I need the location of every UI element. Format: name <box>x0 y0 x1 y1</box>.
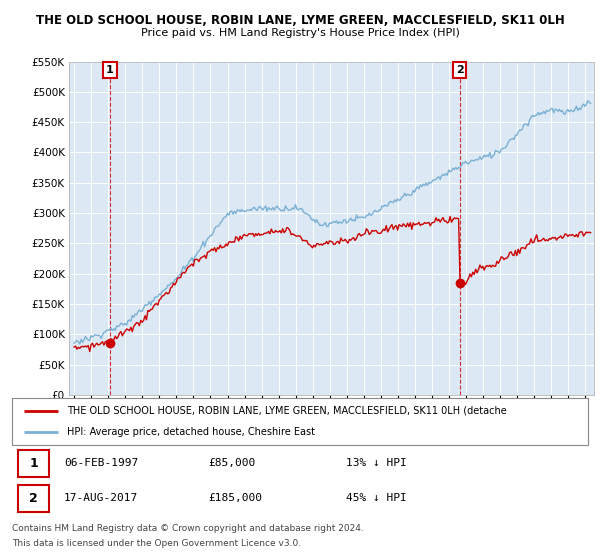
Text: THE OLD SCHOOL HOUSE, ROBIN LANE, LYME GREEN, MACCLESFIELD, SK11 0LH: THE OLD SCHOOL HOUSE, ROBIN LANE, LYME G… <box>35 14 565 27</box>
Text: 1: 1 <box>106 65 114 75</box>
Text: Price paid vs. HM Land Registry's House Price Index (HPI): Price paid vs. HM Land Registry's House … <box>140 28 460 38</box>
Text: 06-FEB-1997: 06-FEB-1997 <box>64 459 138 468</box>
Text: 1: 1 <box>29 457 38 470</box>
Text: This data is licensed under the Open Government Licence v3.0.: This data is licensed under the Open Gov… <box>12 539 301 548</box>
Text: £85,000: £85,000 <box>208 459 255 468</box>
Text: Contains HM Land Registry data © Crown copyright and database right 2024.: Contains HM Land Registry data © Crown c… <box>12 524 364 533</box>
Bar <box>18 450 49 477</box>
Text: 2: 2 <box>456 65 464 75</box>
Text: 45% ↓ HPI: 45% ↓ HPI <box>346 493 407 503</box>
Text: HPI: Average price, detached house, Cheshire East: HPI: Average price, detached house, Ches… <box>67 427 315 437</box>
Text: THE OLD SCHOOL HOUSE, ROBIN LANE, LYME GREEN, MACCLESFIELD, SK11 0LH (detache: THE OLD SCHOOL HOUSE, ROBIN LANE, LYME G… <box>67 406 506 416</box>
Text: £185,000: £185,000 <box>208 493 262 503</box>
Text: 13% ↓ HPI: 13% ↓ HPI <box>346 459 407 468</box>
Text: 17-AUG-2017: 17-AUG-2017 <box>64 493 138 503</box>
Text: 2: 2 <box>29 492 38 505</box>
Bar <box>18 485 49 512</box>
